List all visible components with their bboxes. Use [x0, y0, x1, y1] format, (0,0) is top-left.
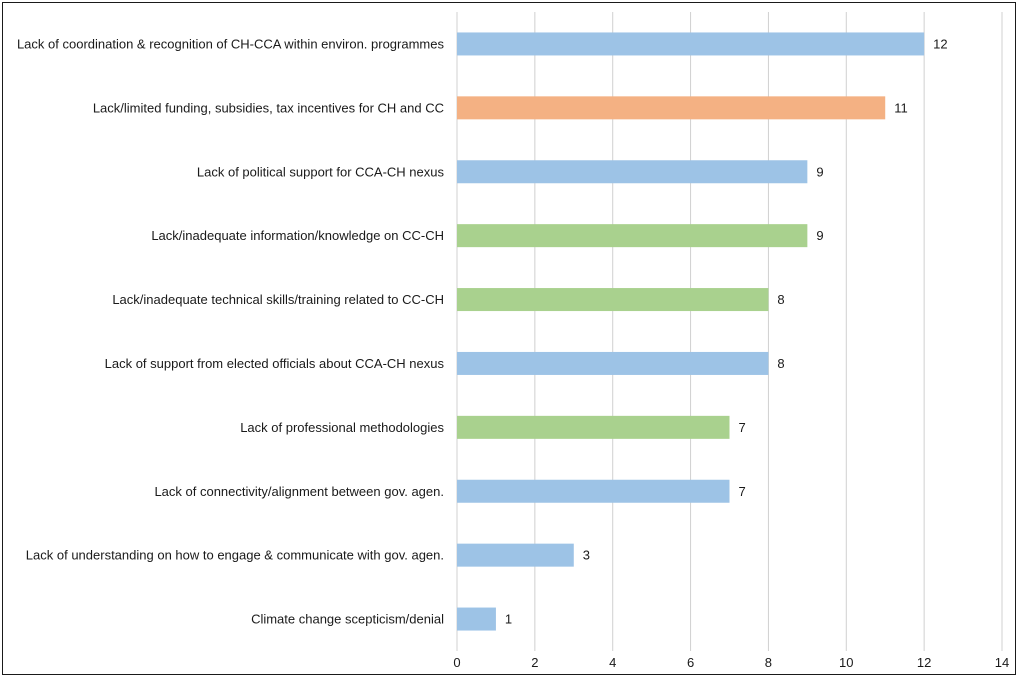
data-label: 9 — [816, 164, 823, 179]
x-tick-label: 4 — [609, 655, 616, 670]
category-label: Lack of coordination & recognition of CH… — [17, 36, 445, 51]
data-label: 9 — [816, 228, 823, 243]
data-label: 7 — [739, 420, 746, 435]
x-tick-label: 14 — [995, 655, 1009, 670]
category-label: Lack/inadequate information/knowledge on… — [151, 228, 444, 243]
data-label: 11 — [894, 100, 908, 115]
category-label: Lack/inadequate technical skills/trainin… — [112, 292, 444, 307]
category-label: Lack/limited funding, subsidies, tax inc… — [93, 100, 444, 115]
bar — [457, 160, 808, 184]
bar — [457, 288, 769, 312]
data-label: 3 — [583, 548, 590, 563]
x-tick-label: 0 — [453, 655, 460, 670]
bar — [457, 224, 808, 248]
x-tick-label: 12 — [917, 655, 931, 670]
bar — [457, 607, 496, 631]
bar — [457, 479, 730, 503]
data-label: 1 — [505, 612, 512, 627]
category-label: Lack of connectivity/alignment between g… — [154, 484, 444, 499]
x-tick-label: 6 — [687, 655, 694, 670]
category-label: Climate change scepticism/denial — [251, 612, 444, 627]
bar — [457, 351, 769, 375]
bar — [457, 543, 574, 567]
x-tick-label: 2 — [531, 655, 538, 670]
category-label: Lack of understanding on how to engage &… — [26, 548, 444, 563]
data-label: 8 — [777, 356, 784, 371]
data-label: 7 — [739, 484, 746, 499]
category-label: Lack of professional methodologies — [240, 420, 444, 435]
bar — [457, 415, 730, 439]
bar — [457, 96, 886, 120]
x-tick-label: 10 — [839, 655, 853, 670]
category-label: Lack of political support for CCA-CH nex… — [197, 164, 445, 179]
x-tick-label: 8 — [765, 655, 772, 670]
data-label: 12 — [933, 36, 947, 51]
category-label: Lack of support from elected officials a… — [105, 356, 445, 371]
bar — [457, 32, 925, 56]
data-label: 8 — [777, 292, 784, 307]
